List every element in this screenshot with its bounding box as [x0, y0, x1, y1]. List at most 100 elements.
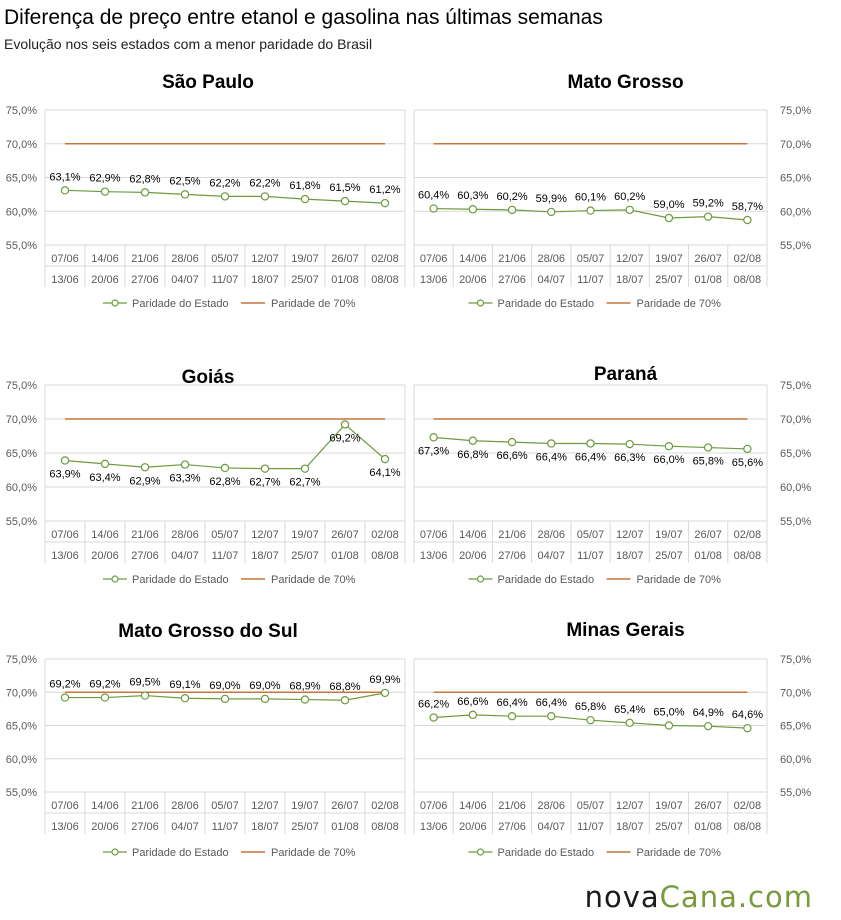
chart-2-series-point — [547, 207, 556, 217]
chart-1-data-label: 62,5% — [169, 175, 200, 187]
chart-5-data-label: 69,0% — [209, 680, 240, 692]
chart-6-x-tick-label: 28/06 — [538, 800, 566, 812]
chart-4-data-label: 66,3% — [614, 452, 645, 464]
chart-5-x-tick-label: 13/06 — [51, 821, 79, 833]
chart-6-x-tick-label: 18/07 — [616, 821, 644, 833]
chart-4-series-point — [625, 439, 634, 449]
chart-2-x-tick-label: 13/06 — [420, 274, 448, 286]
chart-2-x-tick-label: 01/08 — [694, 274, 722, 286]
chart-2-data-label: 60,4% — [418, 190, 449, 202]
chart-2-series-point — [625, 205, 634, 215]
chart-2-x-tick-label: 02/08 — [734, 253, 762, 265]
chart-4-y-tick-label: 70,0% — [780, 414, 811, 426]
chart-5-series-point — [140, 691, 150, 700]
chart-2-data-label: 60,3% — [457, 190, 488, 202]
chart-1-series-point — [380, 198, 390, 208]
chart-1-y-tick-label: 65,0% — [6, 173, 37, 185]
chart-1-series-point — [220, 192, 230, 201]
chart-3-y-tick-label: 60,0% — [6, 482, 37, 494]
chart-4-series-point — [547, 439, 556, 448]
chart-3-x-tick-label: 05/07 — [211, 529, 239, 541]
chart-6-data-label: 66,2% — [418, 699, 449, 711]
chart-2-series-point — [468, 205, 478, 214]
chart-1-y-tick-label: 55,0% — [6, 240, 37, 252]
chart-3-title: Goiás — [182, 367, 235, 388]
chart-6-y-tick-label: 65,0% — [780, 721, 811, 733]
chart-4-legend-threshold-label: Paridade de 70% — [637, 574, 722, 586]
chart-3-x-tick-label: 25/07 — [291, 550, 319, 562]
chart-3-x-tick-label: 07/06 — [51, 529, 79, 541]
chart-3-series-point — [340, 420, 350, 429]
chart-1-x-tick-label: 21/06 — [131, 253, 159, 265]
chart-6-legend-threshold-label: Paridade de 70% — [637, 847, 722, 859]
chart-2-x-tick-label: 21/06 — [498, 253, 526, 265]
chart-3-x-tick-label: 04/07 — [171, 550, 199, 562]
chart-1-data-label: 61,8% — [289, 180, 320, 192]
chart-4-series-point — [586, 439, 595, 448]
chart-5-series-point — [220, 694, 230, 704]
chart-5-series-point — [100, 693, 110, 702]
chart-4-data-label: 66,4% — [575, 451, 606, 463]
chart-5-y-tick-label: 75,0% — [6, 654, 37, 666]
brand-part-3: .com — [737, 880, 813, 914]
chart-1-x-tick-label: 07/06 — [51, 253, 79, 265]
chart-4-x-tick-label: 25/07 — [655, 550, 683, 562]
chart-4-series-point — [468, 436, 478, 445]
chart-6-data-label: 66,4% — [536, 697, 567, 709]
chart-3-series-point — [100, 459, 110, 469]
chart-3-series-point — [140, 463, 150, 472]
chart-4-data-label: 65,8% — [693, 456, 724, 468]
chart-6-data-label: 64,9% — [693, 707, 724, 719]
chart-2-x-tick-label: 12/07 — [616, 253, 644, 265]
chart-6-x-tick-label: 07/06 — [420, 800, 448, 812]
chart-3-series-point — [60, 456, 70, 465]
chart-4-data-label: 65,6% — [732, 457, 763, 469]
chart-1-data-label: 63,1% — [49, 171, 80, 183]
chart-1-x-tick-label: 04/07 — [171, 274, 199, 286]
novacana-logo: novaCana.com — [585, 880, 813, 914]
chart-4-x-tick-label: 21/06 — [498, 529, 526, 541]
chart-5-series-point — [300, 695, 310, 704]
chart-6-x-tick-label: 20/06 — [459, 821, 487, 833]
chart-2-y-tick-label: 75,0% — [780, 105, 811, 117]
chart-6-series-point — [625, 718, 634, 728]
chart-2-x-tick-label: 20/06 — [459, 274, 487, 286]
chart-2-data-label: 58,7% — [732, 201, 763, 213]
chart-4-x-tick-label: 13/06 — [420, 550, 448, 562]
chart-3-legend-series-marker — [111, 575, 119, 583]
chart-1-legend-series-label: Paridade do Estado — [132, 298, 229, 310]
chart-6-data-label: 65,8% — [575, 701, 606, 713]
chart-4-legend-series-label: Paridade do Estado — [498, 574, 595, 586]
chart-3-series-point — [180, 460, 190, 469]
chart-1-x-tick-label: 25/07 — [291, 274, 319, 286]
chart-5-data-label: 69,0% — [249, 680, 280, 692]
chart-1-series-point — [100, 187, 110, 196]
chart-6-y-tick-label: 55,0% — [780, 787, 811, 799]
chart-5-data-label: 69,9% — [369, 674, 400, 686]
chart-6-x-tick-label: 08/08 — [734, 821, 762, 833]
chart-1-x-tick-label: 20/06 — [91, 274, 119, 286]
chart-6-x-tick-label: 21/06 — [498, 800, 526, 812]
chart-2-x-tick-label: 08/08 — [734, 274, 762, 286]
chart-3-x-tick-label: 21/06 — [131, 529, 159, 541]
chart-4-x-tick-label: 20/06 — [459, 550, 487, 562]
chart-1-data-label: 61,2% — [369, 184, 400, 196]
chart-3-series-point — [380, 454, 390, 464]
chart-4-x-tick-label: 04/07 — [538, 550, 566, 562]
chart-6-y-tick-label: 60,0% — [780, 754, 811, 766]
chart-1-y-tick-label: 60,0% — [6, 206, 37, 218]
chart-1-legend-threshold-label: Paridade de 70% — [271, 298, 356, 310]
chart-5-data-label: 69,1% — [169, 679, 200, 691]
chart-5-title: Mato Grosso do Sul — [118, 621, 297, 642]
chart-1-series-point — [260, 192, 270, 201]
chart-2-series-point — [743, 215, 752, 225]
chart-3-x-tick-label: 01/08 — [331, 550, 359, 562]
chart-5-x-tick-label: 27/06 — [131, 821, 159, 833]
chart-5-x-tick-label: 08/08 — [371, 821, 399, 833]
chart-3-x-tick-label: 28/06 — [171, 529, 199, 541]
chart-2-x-tick-label: 05/07 — [577, 253, 605, 265]
chart-3-data-label: 64,1% — [369, 467, 400, 479]
chart-3-x-tick-label: 12/07 — [251, 529, 279, 541]
chart-3-series-point — [220, 463, 230, 473]
chart-6-data-label: 66,6% — [457, 696, 488, 708]
